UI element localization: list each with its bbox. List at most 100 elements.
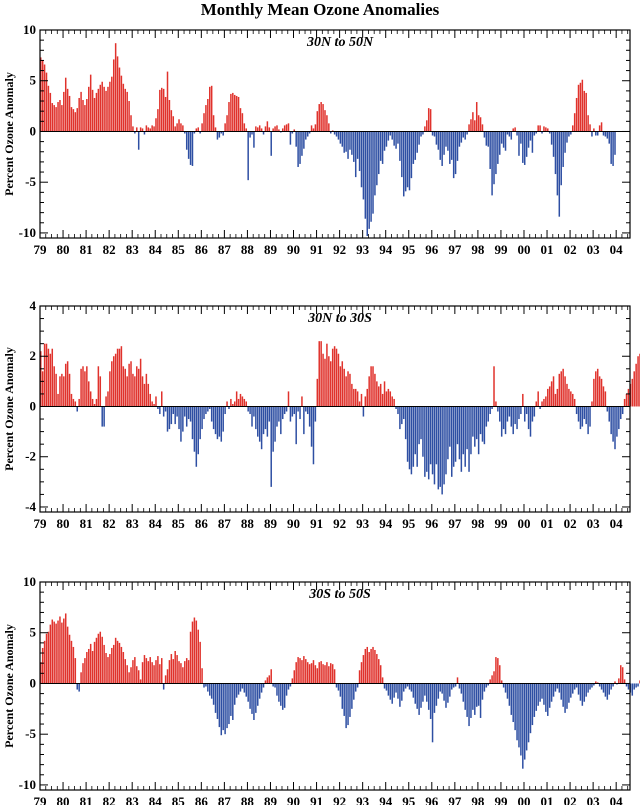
panel2-bar <box>166 406 169 432</box>
panel2-bar <box>541 401 543 407</box>
panel2-bar <box>525 406 528 415</box>
panel2-bar <box>68 373 71 407</box>
panel3-bar <box>523 683 526 760</box>
panel1-xtick-label: 01 <box>541 242 554 257</box>
panel1-bar <box>93 97 96 132</box>
panel3-bar <box>209 683 211 696</box>
panel3-bar <box>68 634 71 684</box>
panel3-bar <box>604 683 607 697</box>
panel3-bar <box>602 683 605 693</box>
panel2-bar <box>510 406 513 427</box>
panel2-bar <box>322 353 324 407</box>
panel3-bar <box>401 683 403 701</box>
panel2-bar <box>63 376 65 407</box>
panel2-bar <box>618 406 620 430</box>
panel1-xtick-label: 03 <box>587 242 601 257</box>
panel2-bar <box>120 346 123 407</box>
panel3-bar <box>354 683 357 692</box>
panel3-bar <box>522 683 524 769</box>
panel2-bar <box>105 396 107 407</box>
panel3-bar <box>257 683 259 706</box>
panel1-bar <box>341 131 344 147</box>
panel2-bar <box>566 383 568 407</box>
panel3-bar <box>247 683 249 702</box>
panel1-bar <box>70 107 73 132</box>
panel3-bar <box>608 683 610 695</box>
panel2-bar <box>239 393 242 407</box>
panel2-bar <box>191 406 194 440</box>
panel2-bar <box>116 348 119 407</box>
panel2-ylabel: Percent Ozone Anomaly <box>2 347 16 471</box>
panel3-bar <box>600 683 603 690</box>
panel3-bar <box>445 683 447 708</box>
panel1-bar <box>445 131 447 147</box>
panel1-bar <box>522 131 524 163</box>
panel2-bar <box>112 356 115 407</box>
panel2-bar <box>479 406 482 435</box>
panel2-bar <box>280 406 282 435</box>
panel2-bar <box>491 406 493 409</box>
panel3-bar <box>370 648 372 684</box>
panel1-bar <box>385 131 388 147</box>
panel2-bar <box>55 373 57 407</box>
panel2-bar <box>468 406 470 472</box>
panel2-bar <box>376 381 378 407</box>
panel3-bar <box>441 683 443 694</box>
panel2-bar <box>76 406 78 412</box>
panel1-bar <box>343 131 345 153</box>
panel2-xtick-label: 00 <box>517 516 530 531</box>
panel1-ytick-label: -5 <box>25 174 36 189</box>
panel3-bar <box>320 661 322 684</box>
panel3-bar <box>318 662 320 684</box>
panel3-bar <box>353 683 355 700</box>
panel2-bar <box>339 366 342 407</box>
panel2-bar <box>89 391 92 407</box>
panel3-bar <box>633 683 635 690</box>
panel3-xtick-label: 90 <box>287 794 300 805</box>
panel3-bar <box>306 662 309 684</box>
panel1-bar <box>500 131 503 144</box>
panel3-ytick-label: 0 <box>30 675 37 690</box>
panel1-bar <box>472 112 474 132</box>
panel1-bar <box>356 131 359 159</box>
panel1-bar <box>399 131 401 161</box>
panel1-bar <box>404 131 407 192</box>
panel2-bar <box>337 353 340 407</box>
panel3-bar <box>525 683 528 751</box>
panel1-bar <box>535 131 538 134</box>
panel2-bar <box>531 406 534 422</box>
panel1-bar <box>281 128 284 132</box>
panel3-bar <box>43 640 46 684</box>
panel3-bar <box>268 675 271 684</box>
panel3-bar <box>55 623 57 684</box>
panel1-bar <box>205 105 207 132</box>
panel1-bar <box>523 131 526 165</box>
panel2-bar <box>449 406 451 447</box>
panel3-bar <box>283 683 286 708</box>
panel3-bar <box>472 683 474 710</box>
panel3-bar <box>598 683 601 687</box>
panel3-bar <box>112 644 115 684</box>
panel1-bar <box>358 131 361 172</box>
panel2-bar <box>558 373 561 407</box>
panel3-bar <box>314 665 317 684</box>
panel2-bar <box>623 398 626 407</box>
panel2-bar <box>203 406 205 420</box>
panel3-bar <box>366 646 368 684</box>
panel1-xtick-label: 89 <box>264 242 278 257</box>
panel3-bar <box>383 683 386 689</box>
panel3-bar <box>579 683 582 701</box>
panel1-bar <box>364 131 367 219</box>
panel3-bar <box>464 683 466 710</box>
panel2-bar <box>481 406 484 442</box>
panel1-bar <box>510 131 513 140</box>
panel3-bar <box>120 646 123 684</box>
panel1-bar <box>141 128 144 132</box>
panel2-bar <box>345 376 347 407</box>
panel3-xtick-label: 02 <box>564 794 577 805</box>
panel3-bar <box>404 683 407 689</box>
panel2-bar <box>93 403 96 407</box>
panel2-bar <box>130 361 132 407</box>
panel2-bar <box>497 406 499 412</box>
panel2-bar <box>114 353 117 407</box>
